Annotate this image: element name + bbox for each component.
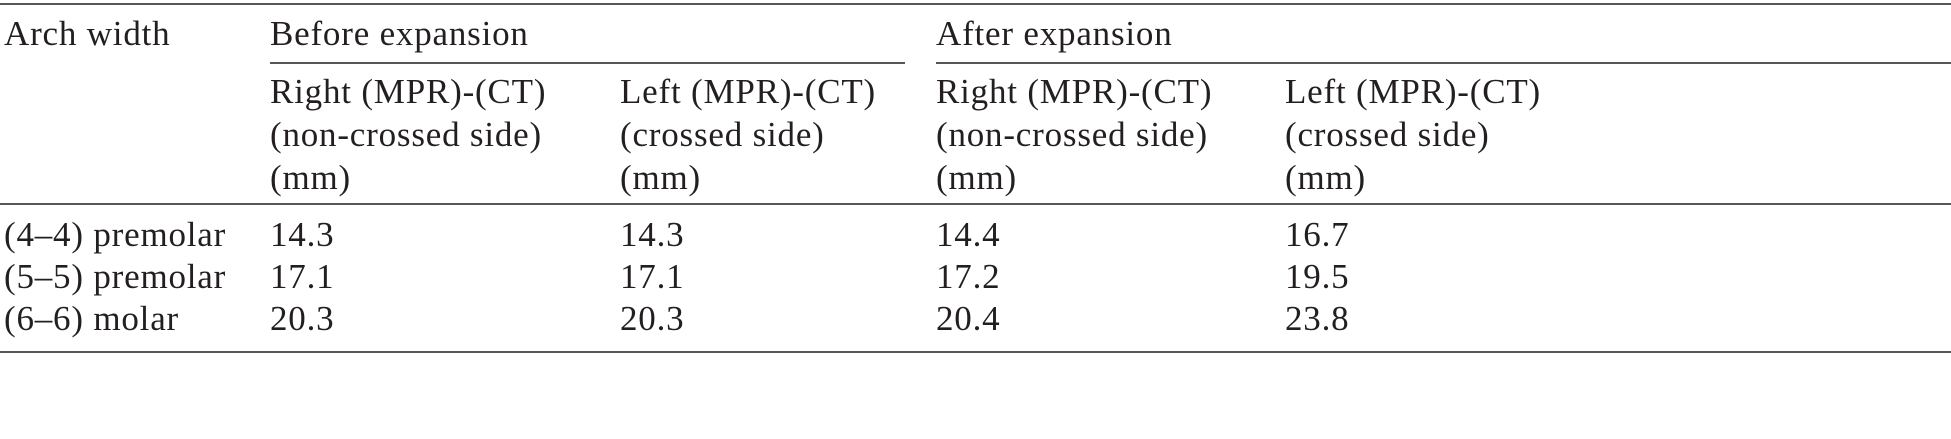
row-label: (6–6) molar <box>4 299 179 338</box>
column-group-header: Before expansion <box>270 14 529 53</box>
cell: 14.4 <box>936 215 1000 254</box>
column-header: Left (MPR)-(CT) <box>620 72 876 111</box>
cell: 17.1 <box>620 257 684 296</box>
cell: 19.5 <box>1285 257 1349 296</box>
column-header: (mm) <box>1285 158 1366 197</box>
column-header: (non-crossed side) <box>270 115 542 154</box>
cell: 14.3 <box>620 215 684 254</box>
cell: 16.7 <box>1285 215 1349 254</box>
column-header: Left (MPR)-(CT) <box>1285 72 1541 111</box>
column-group-header: After expansion <box>936 14 1173 53</box>
cell: 20.3 <box>620 299 684 338</box>
cell: 17.2 <box>936 257 1000 296</box>
cell: 17.1 <box>270 257 334 296</box>
column-header: (mm) <box>620 158 701 197</box>
column-header: Right (MPR)-(CT) <box>270 72 546 111</box>
row-label: (4–4) premolar <box>4 215 226 254</box>
column-header: (crossed side) <box>620 115 825 154</box>
column-group-header: Arch width <box>4 14 170 53</box>
cell: 20.4 <box>936 299 1000 338</box>
cell: 20.3 <box>270 299 334 338</box>
column-header: (non-crossed side) <box>936 115 1208 154</box>
cell: 23.8 <box>1285 299 1349 338</box>
cell: 14.3 <box>270 215 334 254</box>
column-header: Right (MPR)-(CT) <box>936 72 1212 111</box>
column-header: (mm) <box>936 158 1017 197</box>
column-header: (mm) <box>270 158 351 197</box>
row-label: (5–5) premolar <box>4 257 226 296</box>
column-header: (crossed side) <box>1285 115 1490 154</box>
